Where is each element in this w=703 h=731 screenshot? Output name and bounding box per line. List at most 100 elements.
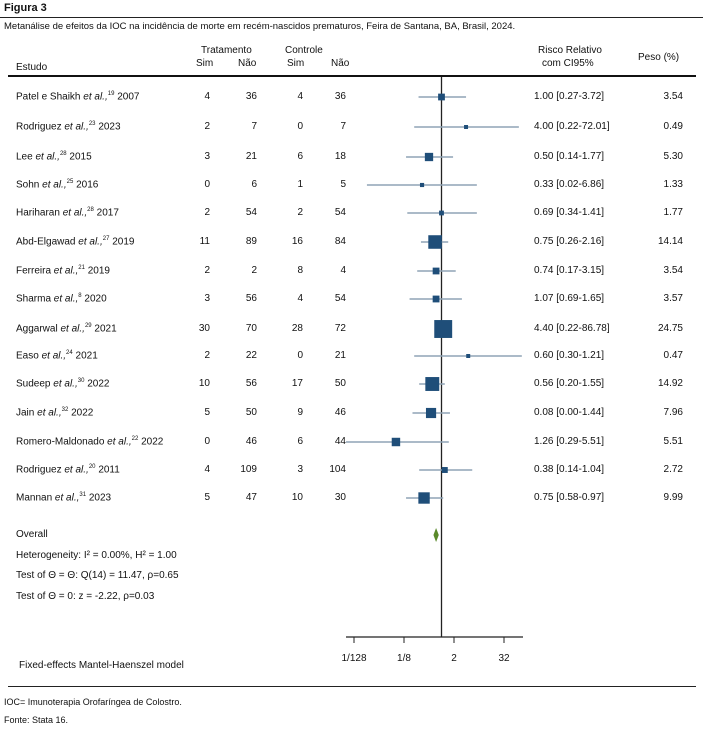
treatment-yes: 10 — [198, 378, 210, 389]
control-yes: 0 — [297, 350, 303, 361]
weight-percent: 3.57 — [663, 293, 683, 304]
control-yes: 17 — [291, 378, 303, 389]
control-no: 21 — [334, 350, 346, 361]
weight-percent: 9.99 — [663, 492, 683, 503]
weight-percent: 1.33 — [663, 179, 683, 190]
x-tick-label: 1/128 — [341, 653, 366, 664]
study-year: 2022 — [71, 407, 94, 419]
study-name: Sharma et al.,8 2020 — [16, 293, 107, 304]
study-name: Romero-Maldonado et al.,22 2022 — [16, 436, 163, 447]
study-reference: 30 — [77, 378, 85, 384]
effect-marker — [428, 235, 442, 249]
study-etal: et al., — [41, 350, 67, 362]
relative-risk-ci: 1.07 [0.69-1.65] — [534, 293, 605, 304]
control-no: 54 — [334, 207, 346, 218]
study-year: 2011 — [98, 464, 120, 476]
effect-marker — [439, 210, 444, 216]
study-etal: et al., — [60, 323, 85, 335]
header-weight: Peso (%) — [638, 52, 680, 63]
study-name: Mannan et al.,31 2023 — [16, 492, 111, 503]
study-reference: 23 — [88, 121, 96, 127]
control-no: 18 — [334, 151, 346, 162]
relative-risk-ci: 1.26 [0.29-5.51] — [534, 436, 605, 447]
treatment-no: 54 — [245, 207, 257, 218]
control-no: 7 — [340, 121, 346, 132]
study-etal: et al., — [107, 436, 132, 448]
study-year: 2021 — [94, 323, 117, 335]
relative-risk-ci: 1.00 [0.27-3.72] — [534, 91, 605, 102]
effect-marker — [432, 295, 440, 303]
control-no: 72 — [334, 323, 346, 334]
control-no: 104 — [329, 464, 346, 475]
x-tick-label: 1/8 — [397, 653, 411, 664]
study-author: Jain — [16, 407, 35, 419]
treatment-no: 70 — [245, 323, 257, 334]
relative-risk-ci: 0.38 [0.14-1.04] — [534, 464, 605, 475]
header-control-no: Não — [331, 58, 350, 69]
control-yes: 28 — [291, 323, 303, 334]
relative-risk-ci: 4.40 [0.22-86.78] — [534, 323, 610, 334]
study-author: Easo — [16, 350, 39, 362]
study-etal: et al., — [54, 492, 80, 504]
study-reference: 22 — [131, 436, 139, 442]
study-name: Abd-Elgawad et al.,27 2019 — [16, 236, 134, 247]
treatment-yes: 2 — [204, 207, 210, 218]
relative-risk-ci: 0.74 [0.17-3.15] — [534, 265, 605, 276]
study-year: 2019 — [87, 265, 110, 277]
study-name: Easo et al.,24 2021 — [16, 350, 98, 361]
relative-risk-ci: 0.50 [0.14-1.77] — [534, 151, 605, 162]
study-reference: 24 — [66, 350, 73, 356]
study-year: 2021 — [75, 350, 98, 362]
treatment-no: 46 — [245, 436, 257, 447]
header-control: Controle — [285, 45, 323, 56]
treatment-no: 2 — [251, 265, 257, 276]
study-reference: 8 — [78, 293, 82, 299]
footnote-source: Fonte: Stata 16. — [4, 715, 69, 725]
treatment-yes: 11 — [199, 236, 210, 247]
study-reference: 19 — [107, 91, 115, 97]
study-year: 2022 — [141, 436, 164, 448]
treatment-yes: 4 — [204, 91, 210, 102]
homogeneity-test: Test of Θ = Θ: Q(14) = 11.47, ρ=0.65 — [16, 570, 179, 581]
study-year: 2019 — [112, 236, 135, 248]
figure-label: Figura 3 — [4, 2, 47, 14]
x-tick-label: 2 — [451, 653, 457, 664]
study-author: Hariharan — [16, 207, 60, 219]
study-year: 2007 — [117, 91, 140, 103]
treatment-no: 56 — [245, 293, 257, 304]
study-author: Aggarwal — [16, 323, 58, 335]
study-etal: et al., — [64, 464, 89, 476]
relative-risk-ci: 0.08 [0.00-1.44] — [534, 407, 605, 418]
study-etal: et al., — [53, 265, 79, 277]
treatment-yes: 2 — [204, 350, 210, 361]
treatment-yes: 3 — [204, 151, 210, 162]
study-etal: et al., — [53, 378, 78, 390]
relative-risk-ci: 0.60 [0.30-1.21] — [534, 350, 605, 361]
overall-diamond — [433, 528, 439, 542]
treatment-no: 6 — [251, 179, 257, 190]
header-treatment-yes: Sim — [196, 58, 214, 69]
study-author: Romero-Maldonado — [16, 436, 105, 448]
treatment-yes: 0 — [204, 436, 210, 447]
treatment-no: 56 — [245, 378, 257, 389]
control-yes: 4 — [297, 91, 303, 102]
study-etal: et al., — [35, 151, 60, 163]
study-name: Rodriguez et al.,20 2011 — [16, 464, 120, 475]
study-etal: et al., — [42, 179, 67, 191]
study-name: Rodriguez et al.,23 2023 — [16, 121, 121, 132]
heterogeneity-stat: Heterogeneity: I² = 0.00%, H² = 1.00 — [16, 550, 177, 561]
treatment-yes: 30 — [198, 323, 210, 334]
study-name: Sudeep et al.,30 2022 — [16, 378, 109, 389]
model-note: Fixed-effects Mantel-Haenszel model — [19, 660, 184, 671]
weight-percent: 0.49 — [663, 121, 683, 132]
bottom-rule — [8, 686, 696, 687]
control-yes: 6 — [297, 151, 303, 162]
effect-marker — [419, 182, 425, 188]
effect-marker — [425, 377, 440, 391]
study-year: 2023 — [88, 492, 112, 504]
study-author: Mannan — [16, 492, 53, 504]
weight-percent: 7.96 — [663, 407, 683, 418]
study-reference: 32 — [61, 407, 69, 413]
control-no: 54 — [334, 293, 346, 304]
treatment-no: 50 — [245, 407, 257, 418]
